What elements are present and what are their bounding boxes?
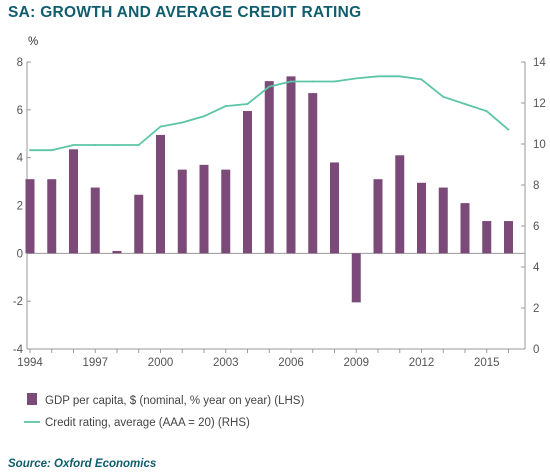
bar-2011 <box>395 155 405 254</box>
bar-1999 <box>134 194 144 254</box>
bar-2000 <box>156 134 165 254</box>
credit-rating-point-2011 <box>398 75 401 78</box>
legend-swatch-gdp <box>27 393 37 405</box>
bar-2006 <box>286 76 296 254</box>
credit-rating-point-1997 <box>94 144 97 146</box>
credit-rating-point-2001 <box>181 121 184 124</box>
bar-1996 <box>69 149 78 254</box>
y-right-tick-label: 8 <box>533 180 539 192</box>
tick-labels: -4 -2 0 2 4 6 8 0 2 4 6 8 10 12 14 1994 1997 2000 2003 2006… <box>13 57 547 369</box>
credit-rating-point-1999 <box>137 144 140 146</box>
x-tick-label: 2000 <box>148 357 174 369</box>
credit-rating-point-2008 <box>333 80 336 83</box>
bar-2014 <box>460 203 470 254</box>
y-right-tick-label: 4 <box>533 262 540 274</box>
bar-2012 <box>417 182 426 254</box>
y-right-tick-label: 6 <box>533 221 539 233</box>
y-left-tick-label: -2 <box>13 296 23 308</box>
legend-label-credit-rating: Credit rating, average (AAA = 20) (RHS) <box>45 417 250 429</box>
y-right-tick-label: 14 <box>533 57 546 69</box>
y-right-tick-label: 10 <box>533 139 546 151</box>
credit-rating-point-2006 <box>290 80 292 83</box>
bar-2015 <box>482 221 492 254</box>
credit-rating-point-2016 <box>507 128 510 131</box>
credit-rating-point-1998 <box>116 144 118 146</box>
bar-series <box>25 76 513 303</box>
credit-rating-point-2009 <box>355 77 358 80</box>
x-tick-label: 2006 <box>278 357 304 369</box>
y-right-tick-label: 0 <box>533 344 539 356</box>
y-left-tick-label: 8 <box>17 57 23 69</box>
credit-rating-point-2010 <box>377 75 379 78</box>
bar-1998 <box>112 250 122 254</box>
legend-label-gdp: GDP per capita, $ (nominal, % year on ye… <box>45 395 304 407</box>
x-tick-label: 2003 <box>213 357 239 369</box>
x-tick-label: 2012 <box>409 357 435 369</box>
x-tick-label: 1994 <box>17 357 43 369</box>
bar-2008 <box>330 162 339 254</box>
bar-2009 <box>351 253 361 303</box>
bar-2016 <box>504 221 513 254</box>
credit-rating-point-2014 <box>464 103 466 105</box>
y-right-tick-label: 2 <box>533 303 539 315</box>
x-tick-label: 2015 <box>474 357 500 369</box>
line-series <box>29 75 510 152</box>
credit-rating-point-2005 <box>268 85 271 88</box>
bar-2002 <box>199 164 209 254</box>
bar-2013 <box>438 187 448 254</box>
x-tick-label: 2009 <box>343 357 369 369</box>
y-left-tick-label: 0 <box>17 248 23 260</box>
bar-2007 <box>308 93 318 254</box>
credit-rating-point-2004 <box>246 103 249 105</box>
legend: GDP per capita, $ (nominal, % year on ye… <box>24 393 304 429</box>
x-tick-label: 1997 <box>82 357 108 369</box>
credit-rating-point-2000 <box>159 125 162 128</box>
bar-2003 <box>221 169 231 254</box>
credit-rating-point-2003 <box>224 105 227 107</box>
credit-rating-point-2002 <box>203 115 205 118</box>
chart-title: SA: GROWTH AND AVERAGE CREDIT RATING <box>8 4 362 21</box>
bar-1995 <box>47 179 57 254</box>
source-note: Source: Oxford Economics <box>8 458 157 470</box>
credit-rating-point-2013 <box>442 95 445 98</box>
y-left-tick-label: 6 <box>17 105 23 117</box>
y-left-tick-label: 2 <box>17 201 23 213</box>
credit-rating-point-1996 <box>72 144 75 146</box>
credit-rating-point-1994 <box>29 149 31 152</box>
bar-2005 <box>264 81 274 254</box>
y-right-tick-label: 12 <box>533 98 546 110</box>
y-axis-unit-label: % <box>28 36 38 48</box>
y-left-tick-label: -4 <box>13 344 24 356</box>
credit-rating-point-2012 <box>420 78 423 81</box>
bar-2010 <box>373 179 383 254</box>
bar-1997 <box>90 187 100 254</box>
bar-1994 <box>25 179 35 254</box>
axes <box>26 61 526 353</box>
bar-2004 <box>243 111 252 254</box>
credit-rating-point-2015 <box>485 110 488 113</box>
credit-rating-point-1995 <box>50 149 53 152</box>
bar-2001 <box>177 169 187 254</box>
credit-rating-point-2007 <box>311 80 314 83</box>
y-left-tick-label: 4 <box>17 153 24 165</box>
